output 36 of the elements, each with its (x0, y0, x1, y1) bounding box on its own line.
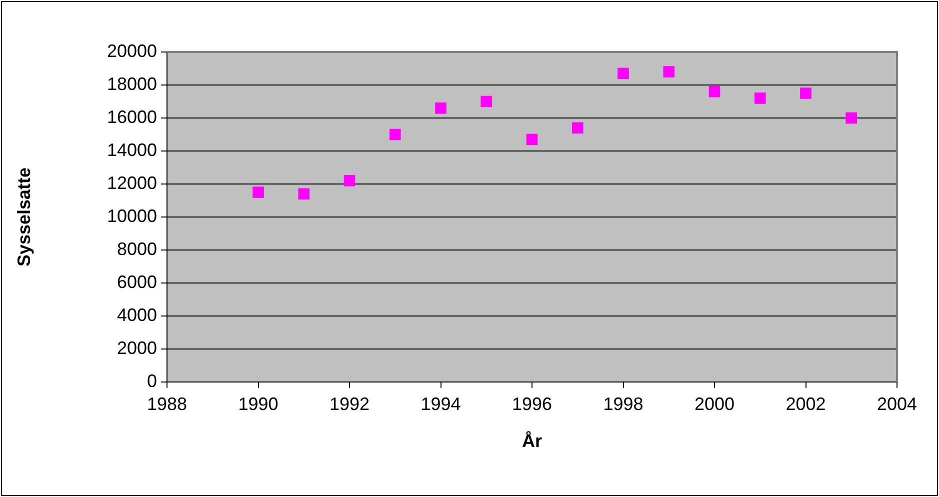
point (389, 128, 401, 140)
y-tick-label: 8000 (116, 238, 157, 259)
x-tick-label: 1988 (146, 394, 188, 414)
y-tick-label: 6000 (116, 272, 157, 292)
y-tick-label: 16000 (106, 106, 157, 127)
point (298, 188, 310, 200)
point (480, 96, 492, 108)
point (526, 134, 538, 146)
y-tick-label: 12000 (106, 172, 157, 193)
y-tick-label: 14000 (106, 140, 157, 160)
y-tick-label: 20000 (106, 40, 157, 61)
point (708, 86, 720, 98)
y-tick-label: 10000 (106, 206, 157, 226)
y-axis-title: Sysselsatte (14, 167, 34, 267)
point (572, 122, 584, 134)
x-tick-label: 2002 (786, 394, 826, 414)
x-tick-label: 1998 (603, 394, 644, 414)
x-tick-label: 1996 (512, 394, 552, 414)
point (846, 112, 858, 124)
x-tick-label: 1990 (238, 394, 278, 414)
y-tick-label: 18000 (106, 74, 157, 94)
y-tick-label: 0 (146, 370, 157, 391)
x-tick-label: 1992 (329, 394, 370, 414)
x-axis-title: År (522, 431, 542, 452)
point (344, 175, 356, 186)
point (663, 66, 675, 78)
x-tick-label: 1994 (420, 394, 461, 414)
y-tick-label: 2000 (116, 338, 157, 358)
point (754, 92, 766, 104)
point (800, 88, 812, 99)
point (618, 68, 629, 80)
point (252, 186, 264, 198)
y-tick-label: 4000 (116, 304, 157, 325)
x-tick-label: 2000 (694, 394, 735, 414)
point (435, 102, 446, 114)
x-tick-label: 2004 (876, 394, 918, 414)
